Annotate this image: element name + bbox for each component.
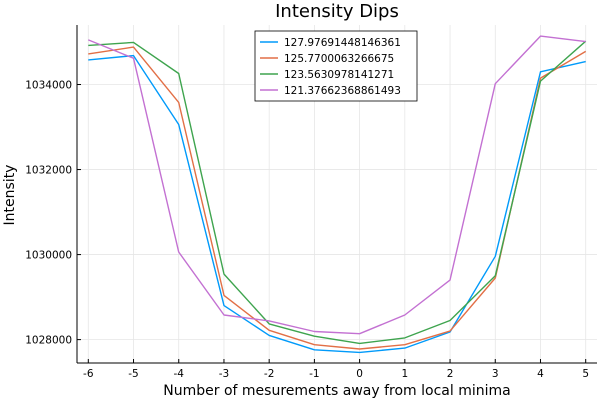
series-line-1 bbox=[88, 54, 586, 354]
legend-label: 121.37662368861493 bbox=[284, 85, 401, 97]
y-tick-label: 1032000 bbox=[25, 165, 72, 177]
y-tick-label: 1034000 bbox=[25, 80, 72, 92]
y-tick-label: 1030000 bbox=[25, 250, 72, 262]
x-tick-label: -6 bbox=[83, 368, 94, 380]
x-tick-label: -2 bbox=[264, 368, 274, 380]
y-axis-label: Intensity bbox=[2, 165, 18, 226]
y-tick-label: 1028000 bbox=[25, 335, 72, 347]
x-axis-label: Number of mesurements away from local mi… bbox=[163, 383, 510, 399]
legend: 127.97691448146361 125.7700063266675 123.5… bbox=[254, 30, 418, 102]
x-tick-label: -3 bbox=[219, 368, 229, 380]
axes bbox=[76, 25, 597, 364]
x-tick-label: 3 bbox=[492, 368, 499, 380]
x-ticks: -6 -5 -4 -3 -2 -1 0 1 2 3 4 5 bbox=[83, 359, 589, 380]
legend-label: 123.5630978141271 bbox=[284, 69, 394, 81]
legend-box bbox=[254, 30, 418, 102]
x-tick-label: -1 bbox=[309, 368, 319, 380]
x-tick-label: -4 bbox=[173, 368, 184, 380]
legend-label: 125.7700063266675 bbox=[284, 53, 394, 65]
chart-title: Intensity Dips bbox=[275, 1, 399, 22]
x-tick-label: -5 bbox=[128, 368, 138, 380]
x-tick-label: 5 bbox=[582, 368, 589, 380]
series-lines bbox=[88, 35, 587, 354]
x-tick-label: 4 bbox=[537, 368, 544, 380]
series-line-3 bbox=[88, 40, 587, 345]
x-tick-label: 1 bbox=[401, 368, 408, 380]
legend-label: 127.97691448146361 bbox=[284, 37, 401, 49]
x-tick-label: 2 bbox=[447, 368, 454, 380]
series-line-4 bbox=[88, 35, 586, 335]
y-ticks: 1028000 1030000 1032000 1034000 bbox=[25, 80, 81, 347]
x-tick-label: 0 bbox=[356, 368, 363, 380]
